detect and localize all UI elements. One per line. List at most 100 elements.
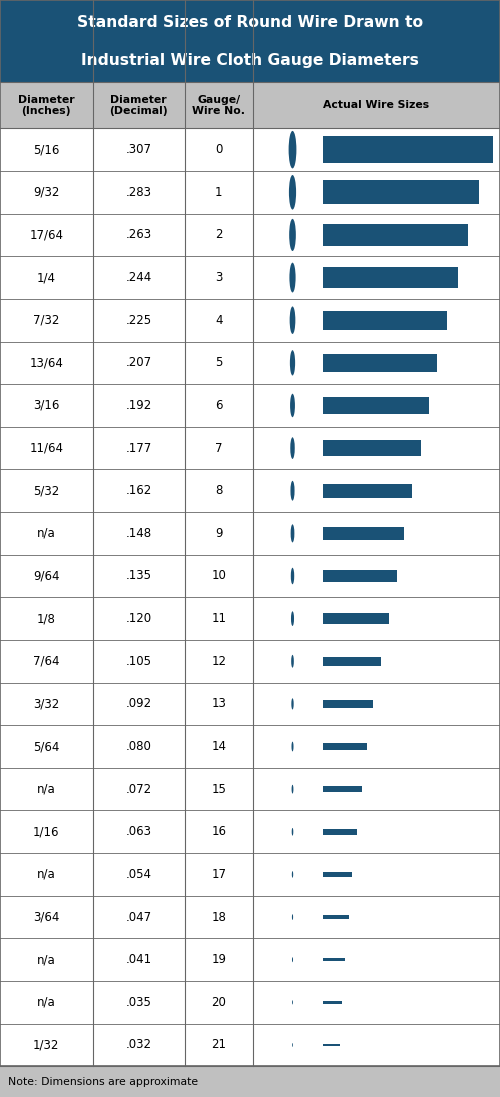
- Ellipse shape: [292, 1043, 293, 1047]
- Text: 3/32: 3/32: [33, 698, 60, 711]
- Ellipse shape: [292, 742, 294, 751]
- Ellipse shape: [290, 350, 295, 375]
- Text: .207: .207: [126, 357, 152, 370]
- Text: 18: 18: [212, 911, 226, 924]
- Bar: [322, 267, 458, 289]
- Bar: [322, 958, 345, 961]
- Text: .105: .105: [126, 655, 152, 668]
- Text: 17/64: 17/64: [29, 228, 63, 241]
- Text: 9/64: 9/64: [33, 569, 60, 583]
- Text: 16: 16: [211, 825, 226, 838]
- Text: 7: 7: [215, 442, 222, 454]
- Text: 21: 21: [211, 1039, 226, 1051]
- Bar: [0, 82, 500, 128]
- Text: 8: 8: [215, 484, 222, 497]
- Text: 12: 12: [211, 655, 226, 668]
- Ellipse shape: [292, 1000, 293, 1005]
- Text: 1/4: 1/4: [37, 271, 56, 284]
- Text: 1: 1: [215, 185, 222, 199]
- Bar: [0, 0, 500, 82]
- Text: 11: 11: [211, 612, 226, 625]
- Ellipse shape: [290, 394, 295, 417]
- Text: n/a: n/a: [37, 868, 56, 881]
- Ellipse shape: [292, 871, 293, 878]
- Bar: [322, 136, 492, 162]
- Bar: [322, 700, 374, 708]
- Bar: [322, 1043, 340, 1047]
- Ellipse shape: [290, 438, 294, 459]
- Text: Diameter
(Inches): Diameter (Inches): [18, 94, 74, 116]
- Text: Standard Sizes of Round Wire Drawn to: Standard Sizes of Round Wire Drawn to: [77, 14, 423, 30]
- Text: .307: .307: [126, 144, 152, 156]
- Text: .135: .135: [126, 569, 152, 583]
- Bar: [322, 484, 412, 498]
- Text: n/a: n/a: [37, 996, 56, 1009]
- Text: 13/64: 13/64: [30, 357, 63, 370]
- Text: 11/64: 11/64: [29, 442, 63, 454]
- Text: Gauge/
Wire No.: Gauge/ Wire No.: [192, 94, 245, 116]
- Text: .120: .120: [126, 612, 152, 625]
- Text: 19: 19: [211, 953, 226, 966]
- Text: .244: .244: [126, 271, 152, 284]
- Ellipse shape: [289, 219, 296, 251]
- Text: 14: 14: [211, 740, 226, 753]
- Text: 0: 0: [215, 144, 222, 156]
- Ellipse shape: [290, 262, 296, 293]
- Bar: [322, 787, 362, 792]
- Text: .072: .072: [126, 782, 152, 795]
- Bar: [322, 441, 420, 455]
- Ellipse shape: [292, 784, 294, 793]
- Text: 1/8: 1/8: [37, 612, 56, 625]
- Text: n/a: n/a: [37, 953, 56, 966]
- Text: 20: 20: [212, 996, 226, 1009]
- Text: .177: .177: [126, 442, 152, 454]
- Text: n/a: n/a: [37, 527, 56, 540]
- Text: .192: .192: [126, 399, 152, 412]
- Text: 3/64: 3/64: [33, 911, 60, 924]
- Bar: [322, 743, 367, 750]
- Bar: [322, 527, 404, 540]
- Ellipse shape: [289, 176, 296, 210]
- Ellipse shape: [288, 131, 296, 169]
- Text: 3: 3: [215, 271, 222, 284]
- Bar: [322, 224, 468, 246]
- Text: 15: 15: [212, 782, 226, 795]
- Text: 4: 4: [215, 314, 222, 327]
- Text: 17: 17: [211, 868, 226, 881]
- Bar: [322, 657, 380, 666]
- Bar: [322, 1000, 342, 1004]
- Ellipse shape: [292, 958, 293, 962]
- Ellipse shape: [290, 524, 294, 542]
- Bar: [322, 570, 398, 581]
- Text: .047: .047: [126, 911, 152, 924]
- Ellipse shape: [292, 914, 293, 920]
- Text: .041: .041: [126, 953, 152, 966]
- Ellipse shape: [292, 828, 294, 836]
- Text: 13: 13: [212, 698, 226, 711]
- Text: n/a: n/a: [37, 782, 56, 795]
- Bar: [0, 1066, 500, 1097]
- Text: Industrial Wire Cloth Gauge Diameters: Industrial Wire Cloth Gauge Diameters: [81, 53, 419, 68]
- Text: .283: .283: [126, 185, 152, 199]
- Bar: [322, 397, 429, 414]
- Text: Actual Wire Sizes: Actual Wire Sizes: [323, 100, 430, 111]
- Text: .092: .092: [126, 698, 152, 711]
- Text: .263: .263: [126, 228, 152, 241]
- Ellipse shape: [290, 480, 294, 500]
- Ellipse shape: [291, 611, 294, 626]
- Bar: [322, 872, 352, 877]
- Text: .162: .162: [126, 484, 152, 497]
- Bar: [322, 354, 437, 372]
- Bar: [322, 613, 389, 624]
- Ellipse shape: [291, 655, 294, 668]
- Text: 7/64: 7/64: [33, 655, 60, 668]
- Text: Diameter
(Decimal): Diameter (Decimal): [110, 94, 168, 116]
- Text: 9/32: 9/32: [33, 185, 60, 199]
- Bar: [322, 915, 348, 919]
- Text: .032: .032: [126, 1039, 152, 1051]
- Bar: [322, 310, 447, 330]
- Text: .063: .063: [126, 825, 152, 838]
- Text: .054: .054: [126, 868, 152, 881]
- Text: 5/32: 5/32: [33, 484, 60, 497]
- Text: 6: 6: [215, 399, 222, 412]
